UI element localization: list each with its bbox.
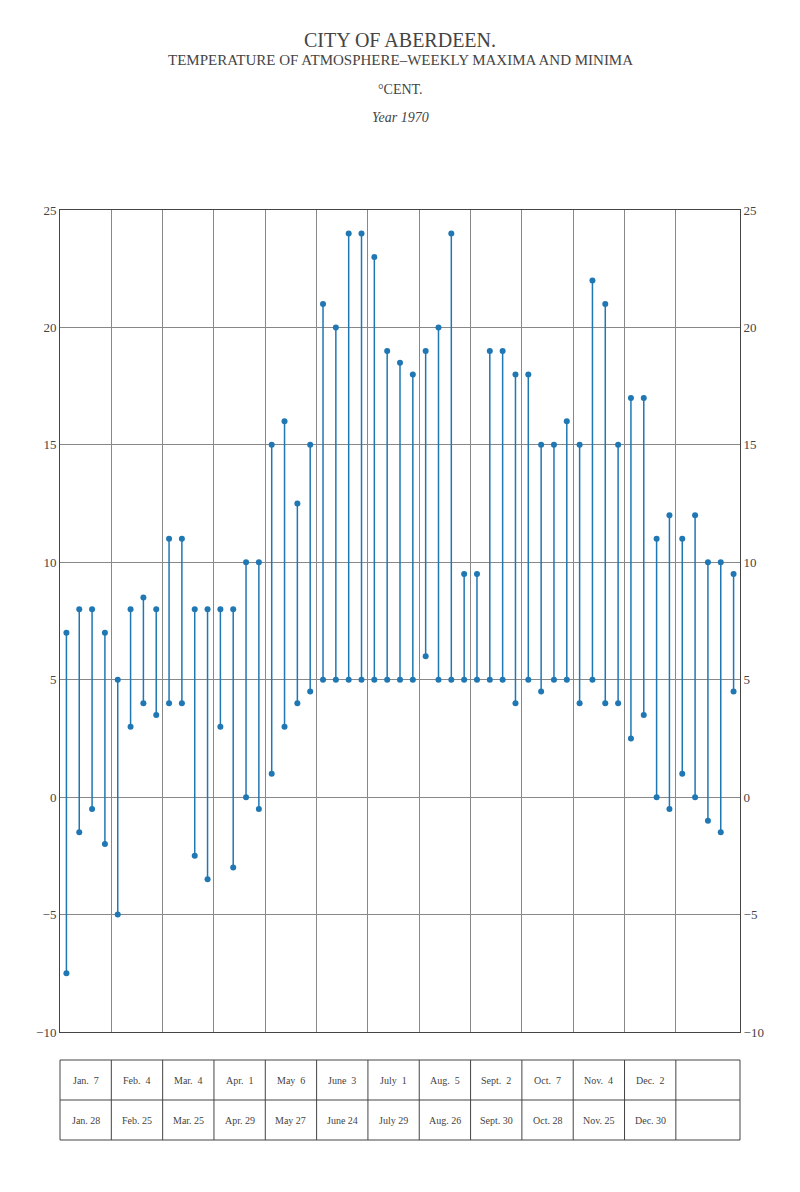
svg-text:0: 0: [744, 790, 751, 805]
svg-text:25: 25: [744, 203, 757, 218]
svg-text:Oct. 7: Oct. 7: [534, 1075, 561, 1086]
svg-text:Aug. 26: Aug. 26: [429, 1115, 461, 1126]
svg-text:July 1: July 1: [380, 1075, 407, 1086]
svg-text:Nov. 4: Nov. 4: [584, 1075, 613, 1086]
svg-text:−5: −5: [43, 907, 57, 922]
svg-text:10: 10: [744, 555, 757, 570]
svg-text:CITY OF ABERDEEN.: CITY OF ABERDEEN.: [304, 29, 496, 51]
svg-text:5: 5: [50, 672, 57, 687]
svg-text:−10: −10: [744, 1025, 764, 1040]
svg-text:−10: −10: [36, 1025, 56, 1040]
svg-text:0: 0: [50, 790, 57, 805]
svg-text:Mar. 25: Mar. 25: [173, 1115, 204, 1126]
svg-text:Mar. 4: Mar. 4: [174, 1075, 203, 1086]
svg-text:25: 25: [43, 203, 56, 218]
svg-text:°CENT.: °CENT.: [378, 82, 423, 97]
svg-text:Apr. 1: Apr. 1: [226, 1075, 254, 1086]
svg-text:July 29: July 29: [379, 1115, 408, 1126]
svg-text:Jan. 28: Jan. 28: [72, 1115, 100, 1126]
svg-text:Year 1970: Year 1970: [372, 110, 429, 125]
svg-text:Oct. 28: Oct. 28: [533, 1115, 562, 1126]
svg-text:Sept. 2: Sept. 2: [481, 1075, 511, 1086]
svg-text:15: 15: [744, 437, 757, 452]
svg-text:Sept. 30: Sept. 30: [480, 1115, 513, 1126]
svg-text:15: 15: [43, 437, 56, 452]
svg-text:Jan. 7: Jan. 7: [73, 1075, 99, 1086]
svg-text:Feb. 25: Feb. 25: [122, 1115, 152, 1126]
svg-text:20: 20: [43, 320, 56, 335]
svg-text:Feb. 4: Feb. 4: [123, 1075, 151, 1086]
svg-text:Dec. 30: Dec. 30: [635, 1115, 666, 1126]
svg-text:5: 5: [744, 672, 751, 687]
svg-text:20: 20: [744, 320, 757, 335]
svg-text:June 3: June 3: [328, 1075, 356, 1086]
svg-text:−5: −5: [744, 907, 758, 922]
svg-text:Dec. 2: Dec. 2: [636, 1075, 665, 1086]
svg-text:Aug. 5: Aug. 5: [430, 1075, 460, 1086]
svg-text:June 24: June 24: [327, 1115, 358, 1126]
svg-text:TEMPERATURE OF ATMOSPHERE–WEEK: TEMPERATURE OF ATMOSPHERE–WEEKLY MAXIMA …: [168, 52, 633, 68]
svg-text:Nov. 25: Nov. 25: [583, 1115, 615, 1126]
svg-text:10: 10: [43, 555, 56, 570]
svg-text:May 27: May 27: [275, 1115, 306, 1126]
svg-text:May 6: May 6: [277, 1075, 305, 1086]
svg-text:Apr. 29: Apr. 29: [225, 1115, 255, 1126]
